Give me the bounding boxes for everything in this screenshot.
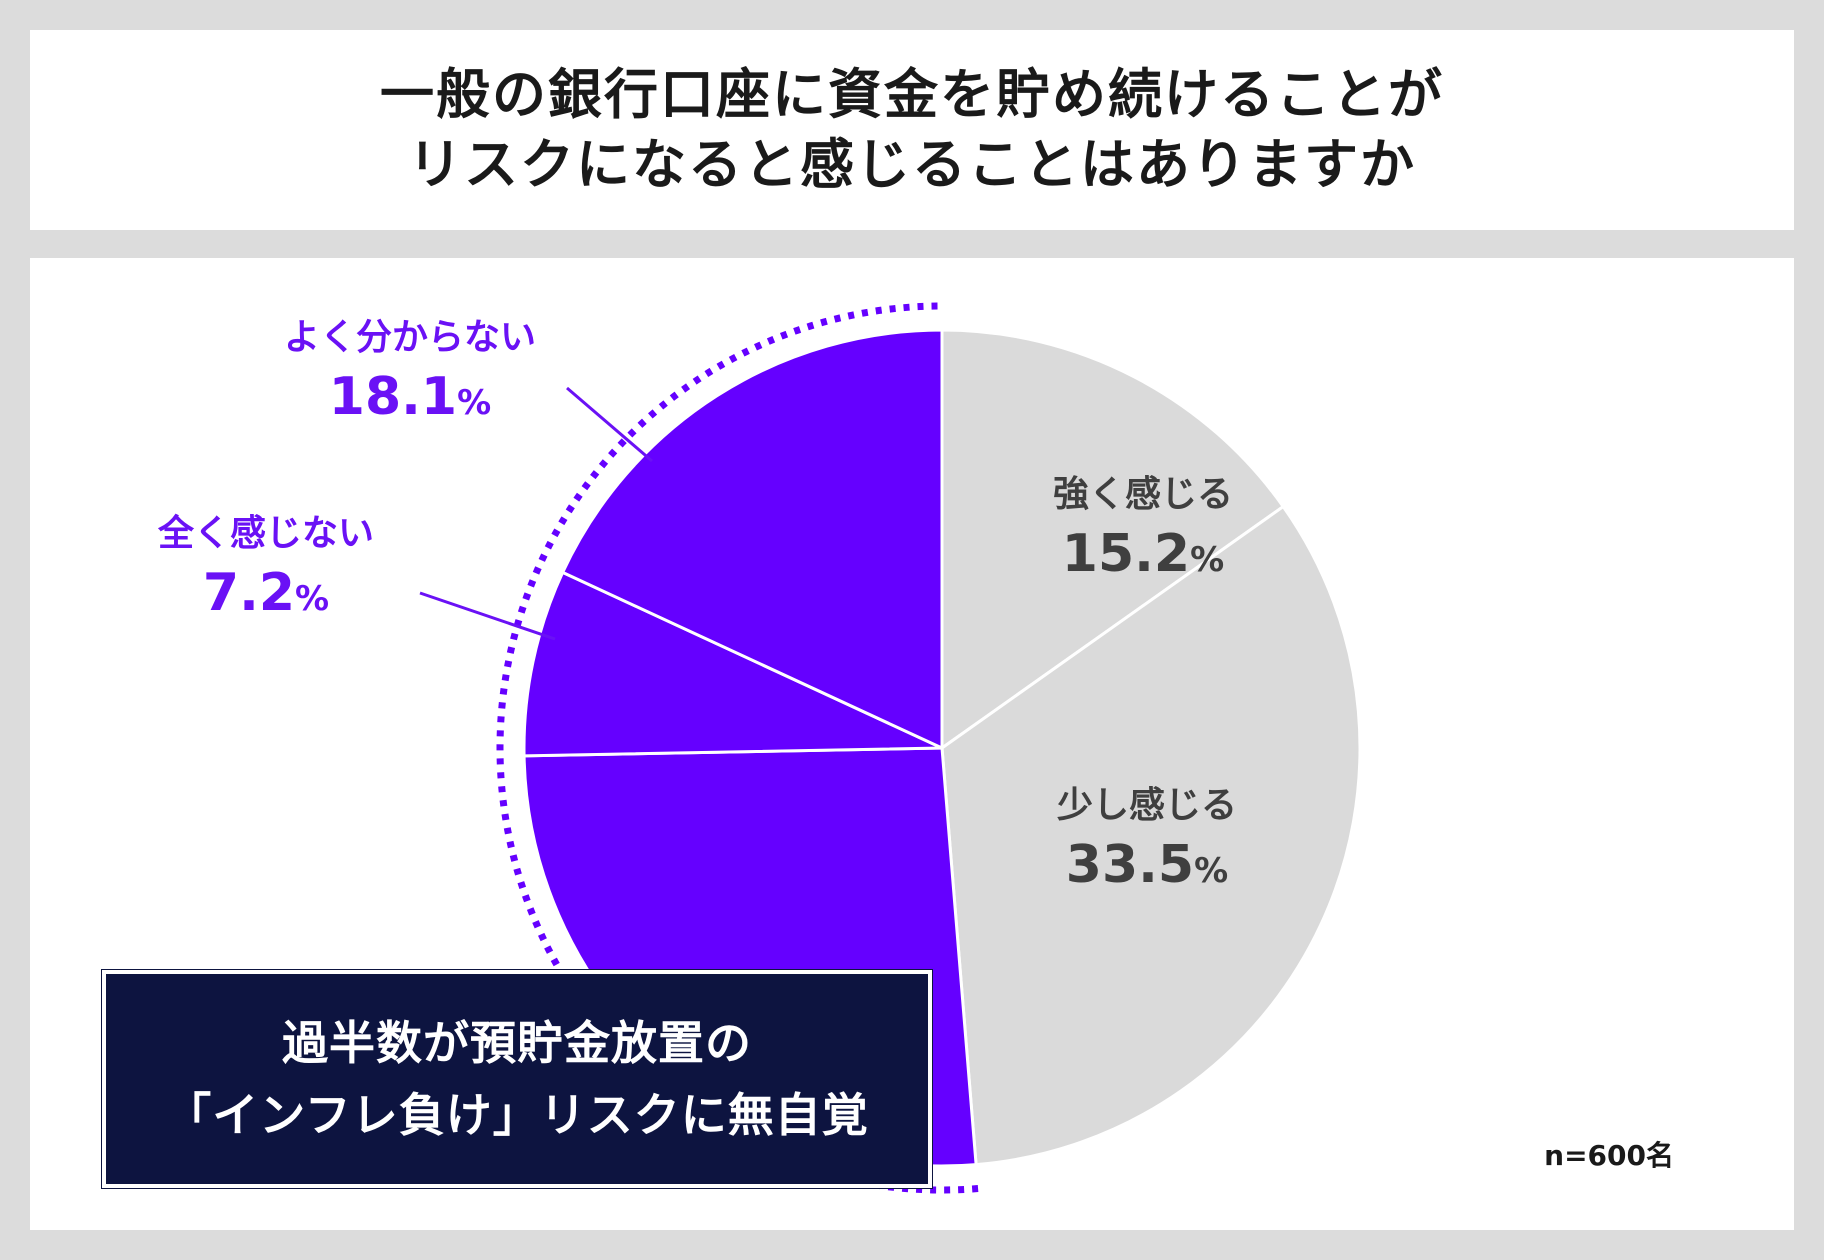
sample-size-note: n=600名	[1544, 1139, 1674, 1172]
slice-label-text: 少し感じる	[1056, 785, 1238, 826]
slice-label: 全く感じない 7.2%	[158, 508, 374, 632]
slice-value: 7.2%	[158, 560, 374, 632]
slice-label-text: 全く感じない	[157, 513, 375, 554]
chart-title-line-1: 一般の銀行口座に資金を貯め続けることが	[380, 63, 1444, 126]
slice-label: 強く感じる 15.2%	[1053, 469, 1233, 593]
pie-slice	[522, 570, 943, 758]
slice-value: 33.5%	[1057, 832, 1237, 904]
slice-value-unit: %	[295, 579, 330, 619]
slice-label-text: よく分からない	[283, 317, 537, 358]
slice-value-number: 33.5	[1065, 835, 1195, 895]
slice-value-number: 15.2	[1061, 524, 1191, 584]
chart-title-box: 一般の銀行口座に資金を貯め続けることが リスクになると感じることはありますか	[30, 30, 1794, 230]
leader-line	[419, 591, 556, 641]
slice-label: 少し感じる 33.5%	[1057, 780, 1237, 904]
chart-panel: 強く感じる15.2%少し感じる33.5%あまり感じない26.0%全く感じない7.…	[30, 258, 1794, 1230]
pie-slice	[940, 328, 1286, 751]
slice-value-unit: %	[1190, 540, 1225, 580]
slice-value-unit: %	[457, 383, 492, 423]
callout-line-1: 過半数が預貯金放置の	[282, 1016, 752, 1070]
slice-label-text: 強く感じる	[1052, 474, 1234, 515]
pie-slice	[940, 504, 1362, 1167]
slice-value-number: 7.2	[202, 563, 296, 623]
pie-slice	[560, 328, 944, 751]
callout-box: 過半数が預貯金放置の 「インフレ負け」リスクに無自覚	[102, 970, 932, 1188]
leader-line	[566, 386, 653, 463]
callout-line-2: 「インフレ負け」リスクに無自覚	[165, 1088, 869, 1142]
slice-value-number: 18.1	[328, 367, 458, 427]
slice-value-unit: %	[1194, 851, 1229, 891]
slice-value: 18.1%	[284, 364, 536, 436]
chart-title-line-2: リスクになると感じることはありますか	[408, 133, 1416, 196]
slice-value: 15.2%	[1053, 521, 1233, 593]
slice-label: よく分からない 18.1%	[284, 312, 536, 436]
